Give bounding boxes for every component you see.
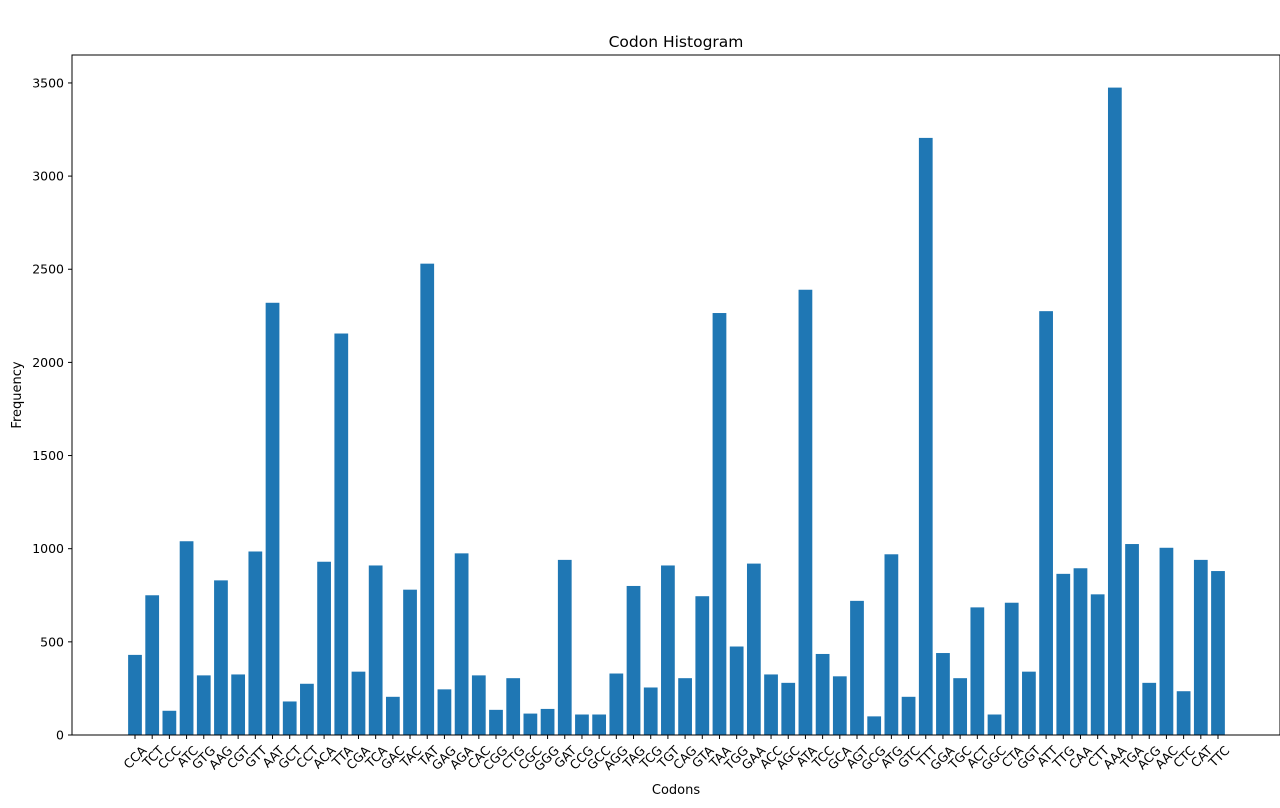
bar-ttg [1056,573,1071,735]
y-tick-label: 500 [40,634,64,649]
y-tick-label: 2000 [32,355,64,370]
bar-gga [936,653,950,735]
bar-taa [712,313,727,735]
bar-caa [1073,568,1088,735]
bar-atc [179,541,194,735]
y-tick-label: 0 [56,728,64,743]
y-tick-label: 1500 [32,448,64,463]
plot-frame [71,54,1280,736]
y-tick-label: 3500 [32,75,64,90]
bar-cac [471,675,486,735]
bar-ccc [162,710,177,735]
bar-agg [609,673,624,735]
bar-gag [437,689,452,735]
bar-tct [145,595,160,735]
bar-gct [282,701,297,735]
x-axis: CCATCTCCCATCGTGAAGCGTGTTAATGCTCCTACATTAC… [120,735,1233,774]
bar-ggc [987,714,1002,735]
bar-ccg [575,714,589,735]
bar-tca [368,565,383,735]
y-axis: 0 500 1000 1500 2000 2500 3000 3500 [32,75,72,743]
bar-agt [850,600,864,735]
bar-ctc [1176,691,1191,735]
bar-tgc [953,678,968,735]
bar-gaa [746,563,761,735]
bar-ata [798,289,813,735]
bar-ctt [1090,594,1105,735]
bar-aaa [1107,87,1122,736]
bar-aga [454,553,469,735]
bar-aac [1159,547,1174,735]
bar-tta [334,333,349,735]
x-axis-label: Codons [652,783,700,798]
bar-cat [1193,559,1208,735]
bar-ctg [506,678,521,735]
bar-atg [884,554,899,735]
bar-cgc [523,713,538,735]
bar-ggt [1022,671,1036,735]
bar-cca [128,654,142,735]
y-tick-label: 1000 [32,541,64,556]
y-axis-label: Frequency [10,361,25,428]
bar-gcc [592,714,607,735]
bar-tag [626,585,641,735]
bar-acg [1142,682,1157,735]
bar-ggg [540,708,555,735]
bar-cta [1004,602,1019,735]
y-tick-label: 2500 [32,262,64,277]
bar-tgg [729,646,744,735]
chart-title: Codon Histogram [609,33,744,51]
bar-gtc [901,696,916,735]
bar-aca [317,561,331,735]
bar-cgt [231,674,246,735]
bar-acc [764,674,778,735]
bar-aat [265,302,280,735]
bar-tat [420,263,435,735]
bar-att [1039,311,1053,735]
bar-gac [385,696,400,735]
y-tick-label: 3000 [32,169,64,184]
bar-agc [781,682,796,735]
bar-gtg [196,675,211,735]
bar-ttt [918,137,933,735]
x-tick-label: TTC [1205,743,1233,771]
bar-tga [1125,544,1139,735]
bar-aag [214,580,228,735]
bar-gat [557,559,572,735]
bar-gtt [248,551,263,735]
bar-cag [678,678,692,735]
bar-gca [832,676,847,735]
bar-cct [300,683,314,735]
bar-cga [351,671,366,735]
bar-act [970,607,985,735]
bar-gta [695,596,710,735]
bar-ttc [1211,571,1225,735]
bar-tcg [643,687,658,735]
bar-tac [403,589,417,735]
bar-tgt [661,565,675,735]
bar-gcg [867,716,882,735]
bars-group [128,87,1225,736]
bar-tcc [815,653,830,735]
bar-cgg [489,709,503,735]
